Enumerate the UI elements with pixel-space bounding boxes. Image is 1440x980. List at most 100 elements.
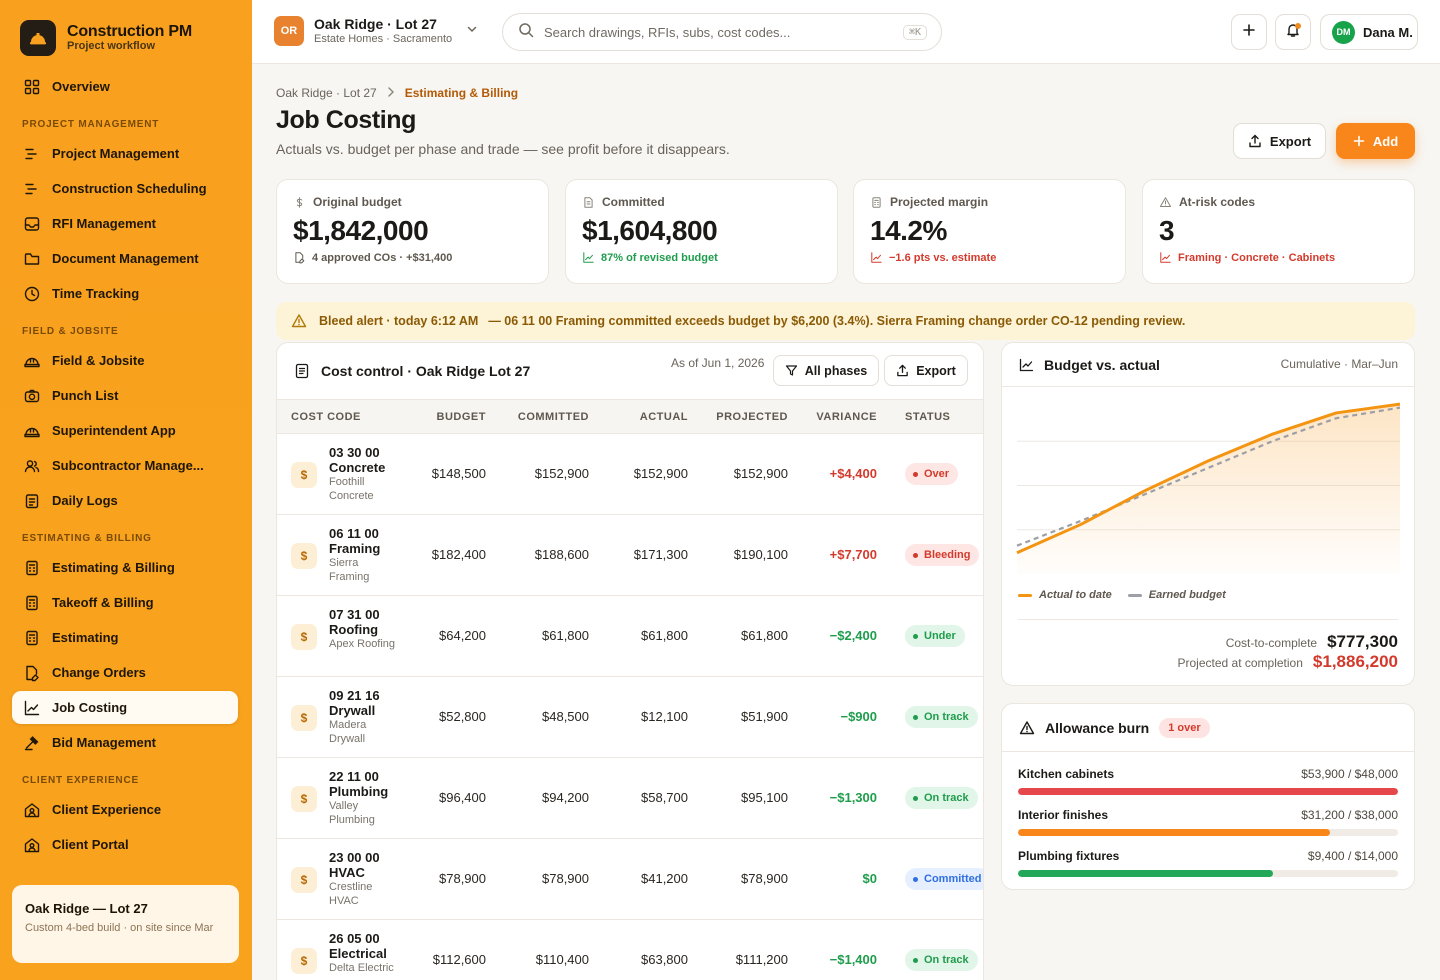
brand[interactable]: Construction PM Project workflow <box>0 0 252 68</box>
col-budget[interactable]: BUDGET <box>436 411 486 423</box>
sidebar-item-label: Punch List <box>52 388 119 403</box>
subcontractor-name: Crestline HVAC <box>329 881 373 907</box>
status-badge[interactable]: Committed <box>905 868 983 890</box>
table-export-button[interactable]: Export <box>884 355 968 386</box>
allowance-row[interactable]: Kitchen cabinets $53,900 / $48,000 <box>1018 767 1398 795</box>
status-badge[interactable]: On track <box>905 787 978 809</box>
cost-code: 09 21 16 <box>329 688 380 703</box>
cost-code-cell: 22 11 00 Plumbing Valley Plumbing <box>329 769 399 827</box>
sidebar-item-client-portal[interactable]: Client Portal <box>12 828 238 861</box>
status-label: On track <box>924 711 969 723</box>
sidebar-item-document-management[interactable]: Document Management <box>12 242 238 275</box>
status-badge[interactable]: Bleeding <box>905 544 980 566</box>
notifications-button[interactable] <box>1275 14 1311 50</box>
warning-icon <box>1159 196 1179 209</box>
sidebar-item-subcontractor-manage[interactable]: Subcontractor Manage... <box>12 449 238 482</box>
kpi-card[interactable]: At-risk codes 3 Framing · Concrete · Cab… <box>1142 179 1415 284</box>
add-button[interactable] <box>1231 14 1267 50</box>
status-badge[interactable]: Under <box>905 625 965 647</box>
budget-cell: $64,200 <box>439 628 486 643</box>
col-cost-code[interactable]: COST CODE <box>291 411 361 423</box>
cost-code-cell: 09 21 16 Drywall Madera Drywall <box>329 688 399 746</box>
table-row[interactable]: $ 23 00 00 HVAC Crestline HVAC $78,900 $7… <box>277 839 983 920</box>
grid-icon <box>22 77 42 97</box>
table-row[interactable]: $ 22 11 00 Plumbing Valley Plumbing $96,… <box>277 758 983 839</box>
breadcrumb-project[interactable]: Oak Ridge · Lot 27 <box>276 86 377 100</box>
status-label: Bleeding <box>924 549 971 561</box>
projected-cell: $152,900 <box>733 466 788 481</box>
sidebar-project-card[interactable]: Oak Ridge — Lot 27 Custom 4-bed build · … <box>12 885 239 963</box>
allowance-progress-fill <box>1018 788 1398 795</box>
col-variance[interactable]: VARIANCE <box>816 411 877 423</box>
kpi-value: $1,842,000 <box>293 215 429 246</box>
search-input[interactable]: Search drawings, RFIs, subs, cost codes.… <box>502 13 942 51</box>
sidebar-item-field-jobsite[interactable]: Field & Jobsite <box>12 344 238 377</box>
plus-icon <box>1242 23 1256 42</box>
sidebar-item-estimating[interactable]: Estimating <box>12 621 238 654</box>
sidebar-item-construction-scheduling[interactable]: Construction Scheduling <box>12 172 238 205</box>
filter-label: All phases <box>804 363 868 378</box>
kpi-card[interactable]: Projected margin 14.2% −1.6 pts vs. esti… <box>853 179 1126 284</box>
sidebar-item-daily-logs[interactable]: Daily Logs <box>12 484 238 517</box>
project-switcher[interactable]: OR Oak Ridge · Lot 27 Estate Homes · Sac… <box>274 16 478 46</box>
sidebar-item-project-management[interactable]: Project Management <box>12 137 238 170</box>
cost-control-table: Cost control · Oak Ridge Lot 27 As of Ju… <box>276 342 984 980</box>
kpi-note: 87% of revised budget <box>601 251 718 264</box>
col-status[interactable]: STATUS <box>905 411 951 423</box>
cost-code-name: Plumbing <box>329 784 389 799</box>
table-row[interactable]: $ 26 05 00 Electrical Delta Electric $11… <box>277 920 983 980</box>
sidebar-item-rfi-management[interactable]: RFI Management <box>12 207 238 240</box>
status-badge[interactable]: Over <box>905 463 959 485</box>
sidebar-item-bid-management[interactable]: Bid Management <box>12 726 238 759</box>
col-projected[interactable]: PROJECTED <box>716 411 788 423</box>
sidebar-item-takeoff-billing[interactable]: Takeoff & Billing <box>12 586 238 619</box>
table-row[interactable]: $ 06 11 00 Framing Sierra Framing $182,4… <box>277 515 983 596</box>
status-badge[interactable]: On track <box>905 949 978 971</box>
camera-icon <box>22 386 42 406</box>
sidebar-section-title: CLIENT EXPERIENCE <box>22 775 139 786</box>
col-committed[interactable]: COMMITTED <box>517 411 589 423</box>
subcontractor-name: Madera Drywall <box>329 719 367 745</box>
app-subtitle: Project workflow <box>67 39 156 52</box>
sidebar-item-time-tracking[interactable]: Time Tracking <box>12 277 238 310</box>
kpi-card[interactable]: Original budget $1,842,000 4 approved CO… <box>276 179 549 284</box>
calculator-icon <box>870 196 890 209</box>
cost-code-name: Drywall <box>329 703 376 718</box>
sidebar-item-client-experience[interactable]: Client Experience <box>12 793 238 826</box>
table-row[interactable]: $ 09 21 16 Drywall Madera Drywall $52,80… <box>277 677 983 758</box>
add-entry-button[interactable]: Add <box>1336 123 1415 159</box>
kpi-card[interactable]: Committed $1,604,800 87% of revised budg… <box>565 179 838 284</box>
allowance-name: Interior finishes <box>1018 808 1109 822</box>
cost-code: 07 31 00 <box>329 607 380 622</box>
notification-dot <box>1295 23 1301 29</box>
sidebar-item-estimating-billing[interactable]: Estimating & Billing <box>12 551 238 584</box>
sidebar-item-change-orders[interactable]: Change Orders <box>12 656 238 689</box>
table-row[interactable]: $ 07 31 00 Roofing Apex Roofing $64,200 $… <box>277 596 983 677</box>
table-row[interactable]: $ 03 30 00 Concrete Foothill Concrete $1… <box>277 434 983 515</box>
topbar: OR Oak Ridge · Lot 27 Estate Homes · Sac… <box>252 0 1440 64</box>
cost-code-cell: 26 05 00 Electrical Delta Electric <box>329 931 399 975</box>
add-label: Add <box>1372 133 1399 149</box>
cost-code-cell: 23 00 00 HVAC Crestline HVAC <box>329 850 399 908</box>
col-actual[interactable]: ACTUAL <box>639 411 688 423</box>
sidebar-item-punch-list[interactable]: Punch List <box>12 379 238 412</box>
sidebar-item-job-costing[interactable]: Job Costing <box>12 691 238 724</box>
allowance-track <box>1018 788 1398 795</box>
allowance-row[interactable]: Interior finishes $31,200 / $38,000 <box>1018 808 1398 836</box>
user-menu[interactable]: DM Dana M. <box>1320 14 1418 50</box>
phase-filter-button[interactable]: All phases <box>773 355 879 386</box>
breadcrumb-section[interactable]: Estimating & Billing <box>404 86 519 100</box>
status-badge[interactable]: On track <box>905 706 978 728</box>
projected-cell: $51,900 <box>741 709 788 724</box>
bleed-alert: Bleed alert · today 6:12 AM — 06 11 00 F… <box>276 302 1415 340</box>
sidebar-section-title: ESTIMATING & BILLING <box>22 533 152 544</box>
sidebar-item-superintendent-app[interactable]: Superintendent App <box>12 414 238 447</box>
subcontractor-name: Foothill Concrete <box>329 476 374 502</box>
cost-code-cell: 07 31 00 Roofing Apex Roofing <box>329 607 399 651</box>
actual-cell: $12,100 <box>641 709 688 724</box>
sidebar-item-label: Subcontractor Manage... <box>52 458 204 473</box>
sidebar-item-label: Job Costing <box>52 700 128 715</box>
allowance-row[interactable]: Plumbing fixtures $9,400 / $14,000 <box>1018 849 1398 877</box>
export-button[interactable]: Export <box>1233 123 1326 159</box>
sidebar-item-overview[interactable]: Overview <box>12 70 238 103</box>
